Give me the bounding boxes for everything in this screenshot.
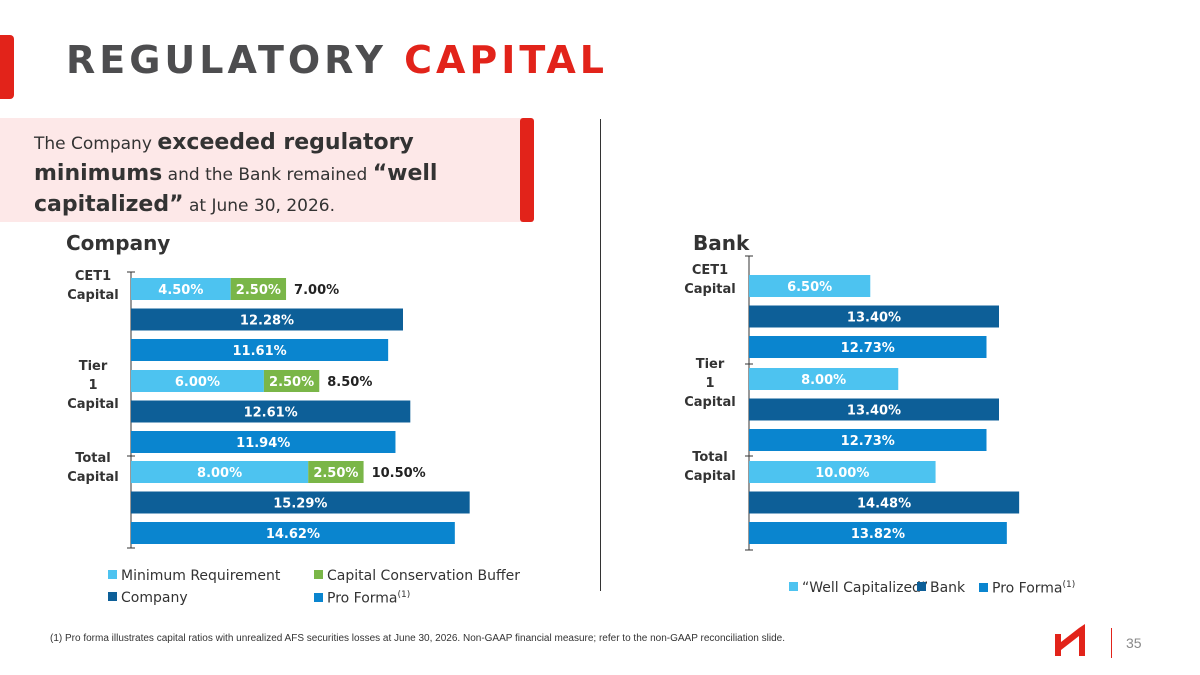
bank-well-capitalized-label: 10.00% xyxy=(815,466,869,481)
legend-label-minimum: Minimum Requirement xyxy=(121,568,281,584)
bank-pro-forma-label: 13.82% xyxy=(851,527,905,542)
company-logo xyxy=(1055,624,1085,656)
company-legend: Minimum Requirement Capital Conservation… xyxy=(108,568,578,612)
legend-item-minimum: Minimum Requirement xyxy=(108,568,280,584)
callout-box xyxy=(0,118,528,222)
page-title: REGULATORY CAPITAL xyxy=(66,38,608,82)
legend-item-pro-forma: Pro Forma(1) xyxy=(314,590,410,607)
company-pro-forma-label: 11.61% xyxy=(233,344,287,359)
company-minimum-bar xyxy=(131,278,231,300)
bank-bar xyxy=(749,398,999,421)
bank-legend: “Well Capitalized” Bank Pro Forma(1) xyxy=(789,580,1089,602)
legend-item-bank: Bank xyxy=(917,580,965,596)
company-bar xyxy=(131,308,403,331)
legend-footnote-marker-bank: (1) xyxy=(1062,580,1076,590)
company-bar-label: 15.29% xyxy=(273,497,327,512)
legend-swatch-well-capitalized xyxy=(789,582,798,591)
bank-pro-forma-bar xyxy=(749,522,1007,544)
legend-swatch-pro-forma xyxy=(314,592,323,602)
company-bar xyxy=(131,491,470,514)
bank-label: 13.40% xyxy=(847,404,901,419)
footnote: (1) Pro forma illustrates capital ratios… xyxy=(50,633,785,644)
callout-text: The Company exceeded regulatory minimums… xyxy=(34,128,516,221)
company-buffer-bar xyxy=(230,278,287,300)
page-number: 35 xyxy=(1126,635,1142,651)
company-requirement-total-label: 7.00% xyxy=(294,283,339,298)
legend-item-bank-pro-forma: Pro Forma(1) xyxy=(979,580,1075,597)
legend-item-well-capitalized: “Well Capitalized” xyxy=(789,580,928,596)
bank-label: 13.40% xyxy=(847,311,901,326)
company-buffer-label: 2.50% xyxy=(313,466,358,481)
bank-bar xyxy=(749,305,999,328)
bank-category-label: CET1 Capital xyxy=(684,263,736,297)
bank-pro-forma-label: 12.73% xyxy=(841,341,895,356)
callout-text-3: at June 30, 2026. xyxy=(183,196,335,216)
callout-text-2: and the Bank remained xyxy=(162,165,373,185)
company-bar-label: 12.28% xyxy=(240,314,294,329)
company-minimum-label: 6.00% xyxy=(175,375,220,390)
callout-bold-2: “well capitalized” xyxy=(34,161,438,217)
bank-well-capitalized-label: 6.50% xyxy=(787,280,832,295)
bank-pro-forma-label: 12.73% xyxy=(841,434,895,449)
bank-well-capitalized-bar xyxy=(749,368,899,390)
company-pro-forma-bar xyxy=(131,431,396,453)
legend-item-company: Company xyxy=(108,590,188,606)
legend-item-buffer: Capital Conservation Buffer xyxy=(314,568,520,584)
bank-category-label: Total Capital xyxy=(684,450,736,484)
legend-label-well-capitalized: “Well Capitalized” xyxy=(802,580,929,596)
bank-well-capitalized-bar xyxy=(749,275,871,297)
legend-swatch-minimum xyxy=(108,570,117,579)
company-minimum-bar xyxy=(131,370,264,392)
company-category-label: CET1 Capital xyxy=(67,269,119,303)
company-bar-label: 12.61% xyxy=(244,406,298,421)
title-part2: CAPITAL xyxy=(404,38,608,82)
company-requirement-total-label: 10.50% xyxy=(372,466,426,481)
callout-accent-bar xyxy=(520,118,534,222)
bank-pro-forma-bar xyxy=(749,429,987,451)
company-pro-forma-label: 14.62% xyxy=(266,527,320,542)
legend-swatch-buffer xyxy=(314,570,323,579)
bank-well-capitalized-label: 8.00% xyxy=(801,373,846,388)
company-minimum-label: 4.50% xyxy=(158,283,203,298)
legend-swatch-bank xyxy=(917,582,926,591)
company-pro-forma-bar xyxy=(131,522,455,544)
legend-swatch-company xyxy=(108,592,117,601)
company-buffer-bar xyxy=(263,370,320,392)
company-minimum-bar xyxy=(131,461,309,483)
company-buffer-label: 2.50% xyxy=(236,283,281,298)
company-pro-forma-bar xyxy=(131,339,389,361)
legend-label-bank: Bank xyxy=(930,580,966,596)
company-category-label: Tier 1 Capital xyxy=(67,359,119,412)
bank-label: 14.48% xyxy=(857,497,911,512)
legend-label-buffer: Capital Conservation Buffer xyxy=(327,568,521,584)
company-chart-title: Company xyxy=(66,231,171,255)
legend-label-company: Company xyxy=(121,590,188,606)
company-minimum-label: 8.00% xyxy=(197,466,242,481)
legend-label-pro-forma: Pro Forma xyxy=(327,590,398,607)
company-bar xyxy=(131,400,411,423)
callout-text-1: The Company xyxy=(34,134,158,154)
company-requirement-total-label: 8.50% xyxy=(327,375,372,390)
bank-category-label: Tier 1 Capital xyxy=(684,357,736,410)
legend-swatch-bank-pro-forma xyxy=(979,582,988,592)
company-pro-forma-label: 11.94% xyxy=(236,436,290,451)
bank-bar xyxy=(749,491,1020,514)
section-divider xyxy=(600,119,601,591)
company-buffer-bar xyxy=(308,461,364,483)
callout-bold-1: exceeded regulatory minimums xyxy=(34,130,414,186)
legend-label-bank-pro-forma: Pro Forma xyxy=(992,580,1063,597)
bank-chart-title: Bank xyxy=(693,231,750,255)
company-category-label: Total Capital xyxy=(67,451,119,485)
logo-divider xyxy=(1111,628,1112,658)
company-buffer-label: 2.50% xyxy=(269,375,314,390)
title-part1: REGULATORY xyxy=(66,38,387,82)
bank-well-capitalized-bar xyxy=(749,461,936,483)
legend-footnote-marker: (1) xyxy=(397,590,411,600)
title-accent-bar xyxy=(0,35,14,99)
bank-pro-forma-bar xyxy=(749,336,987,358)
